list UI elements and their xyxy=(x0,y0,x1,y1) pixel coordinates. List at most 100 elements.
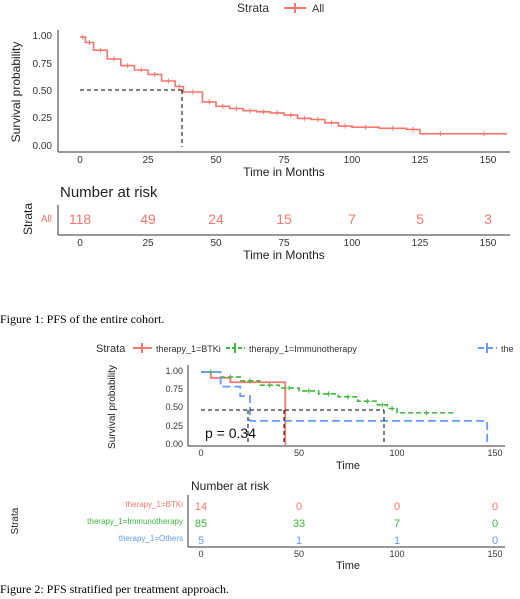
survival-curve-all xyxy=(80,36,508,135)
risk-values: 118 49 24 15 7 5 3 xyxy=(69,211,492,227)
censor-mark xyxy=(286,385,292,391)
y-tick-label: 0.75 xyxy=(165,384,183,394)
censor-marks-all xyxy=(80,34,487,137)
y-tick-label: 0.00 xyxy=(165,439,183,449)
risk-value: 0 xyxy=(394,501,400,513)
censor-mark xyxy=(233,106,239,111)
censor-mark xyxy=(363,124,369,130)
censor-mark xyxy=(306,388,312,394)
y-tick-labels: 0.00 0.25 0.50 0.75 1.00 xyxy=(165,366,183,449)
risk-value: 3 xyxy=(484,211,492,227)
censor-mark xyxy=(274,110,280,116)
risk-value: 7 xyxy=(348,211,356,227)
legend-title: Strata xyxy=(237,1,269,15)
risk-x-tick-label: 25 xyxy=(142,238,154,249)
censor-mark xyxy=(365,398,371,404)
risk-x-tick-labels: 0 25 50 75 100 125 150 xyxy=(77,238,497,249)
legend-entry-immuno: therapy_1=Immunotherapy xyxy=(249,344,357,354)
risk-table-title: Number at risk xyxy=(60,184,158,201)
risk-x-axis-label: Time xyxy=(336,560,360,572)
censor-mark xyxy=(329,120,335,126)
censor-mark xyxy=(379,402,385,408)
figure-1-caption: Figure 1: PFS of the entire cohort. xyxy=(0,312,165,326)
risk-row-label-others: therapy_1=Others xyxy=(119,534,183,543)
risk-x-tick-label: 125 xyxy=(412,238,429,249)
legend-entry-btki: therapy_1=BTKi xyxy=(156,344,221,354)
risk-row-labels: therapy_1=BTKi therapy_1=Immunotherapy t… xyxy=(87,500,183,543)
censor-mark xyxy=(410,126,416,132)
risk-value: 0 xyxy=(492,501,498,513)
censor-mark xyxy=(267,382,273,388)
y-axis-label: Survival probability xyxy=(9,42,23,143)
risk-value: 118 xyxy=(69,211,92,227)
survival-curve-immunotherapy xyxy=(201,371,456,414)
risk-value: 0 xyxy=(492,535,498,547)
risk-value: 1 xyxy=(296,535,302,547)
censor-mark xyxy=(206,99,212,105)
risk-values-others: 5 1 1 0 xyxy=(198,535,498,547)
censor-mark xyxy=(315,117,321,122)
risk-row-label-immunotherapy: therapy_1=Immunotherapy xyxy=(87,517,183,526)
y-tick-label: 0.50 xyxy=(165,402,183,412)
risk-value: 85 xyxy=(195,518,207,530)
x-tick-label: 150 xyxy=(480,155,497,166)
figure-2: Strata therapy_1=BTKi therapy_1=Immunoth… xyxy=(10,343,514,572)
risk-value: 5 xyxy=(416,211,424,227)
risk-value: 14 xyxy=(195,501,207,513)
risk-x-tick-label: 0 xyxy=(198,549,203,559)
risk-value: 0 xyxy=(492,518,498,530)
risk-value: 1 xyxy=(394,535,400,547)
risk-value: 24 xyxy=(208,211,224,227)
risk-row-label: All xyxy=(41,214,52,225)
censor-mark xyxy=(208,369,214,375)
censor-mark xyxy=(423,410,429,416)
risk-x-tick-label: 75 xyxy=(278,238,290,249)
censor-mark xyxy=(138,67,144,73)
risk-strata-label: Strata xyxy=(21,203,35,235)
x-tick-label: 125 xyxy=(412,155,429,166)
survival-curve-others xyxy=(201,371,489,445)
y-tick-label: 0.25 xyxy=(165,421,183,431)
risk-x-tick-label: 100 xyxy=(344,238,361,249)
censor-mark xyxy=(437,131,443,137)
risk-x-tick-label: 150 xyxy=(480,238,497,249)
risk-values-btki: 14 0 0 0 xyxy=(195,501,498,513)
y-tick-labels: 0.00 0.25 0.50 0.75 1.00 xyxy=(33,31,53,152)
x-tick-label: 0 xyxy=(198,448,203,458)
y-tick-label: 1.00 xyxy=(165,366,183,376)
x-tick-label: 50 xyxy=(210,155,222,166)
censor-mark xyxy=(97,47,103,53)
censor-mark xyxy=(481,131,487,137)
x-tick-label: 75 xyxy=(278,155,290,166)
x-tick-label: 0 xyxy=(77,155,83,166)
censor-mark xyxy=(227,374,233,380)
censor-mark xyxy=(111,56,117,62)
x-tick-labels: 0 50 100 150 xyxy=(198,448,502,458)
risk-x-tick-label: 0 xyxy=(77,238,83,249)
risk-x-tick-label: 50 xyxy=(210,238,222,249)
risk-value: 7 xyxy=(394,518,400,530)
censor-mark xyxy=(301,115,307,121)
censor-mark xyxy=(288,112,294,118)
risk-value: 0 xyxy=(296,501,302,513)
risk-value: 49 xyxy=(140,211,156,227)
x-axis-label: Time xyxy=(336,460,360,472)
censor-mark xyxy=(152,71,158,77)
censor-mark xyxy=(220,103,226,109)
censor-mark xyxy=(390,125,396,131)
risk-x-tick-label: 150 xyxy=(487,549,502,559)
risk-x-axis-label: Time in Months xyxy=(243,248,325,262)
censor-mark xyxy=(125,63,131,69)
censor-mark xyxy=(247,108,253,114)
censor-mark xyxy=(80,34,86,40)
risk-value: 5 xyxy=(198,535,204,547)
censor-mark xyxy=(389,406,395,411)
legend-entry-others: the xyxy=(501,344,514,354)
p-value-label: p = 0.34 xyxy=(205,425,256,441)
risk-strata-label: Strata xyxy=(10,507,21,534)
x-tick-label: 150 xyxy=(487,448,502,458)
legend-entry-all: All xyxy=(312,3,324,15)
risk-value: 33 xyxy=(293,518,305,530)
x-tick-labels: 0 25 50 75 100 125 150 xyxy=(77,155,497,166)
censor-mark xyxy=(176,84,182,89)
